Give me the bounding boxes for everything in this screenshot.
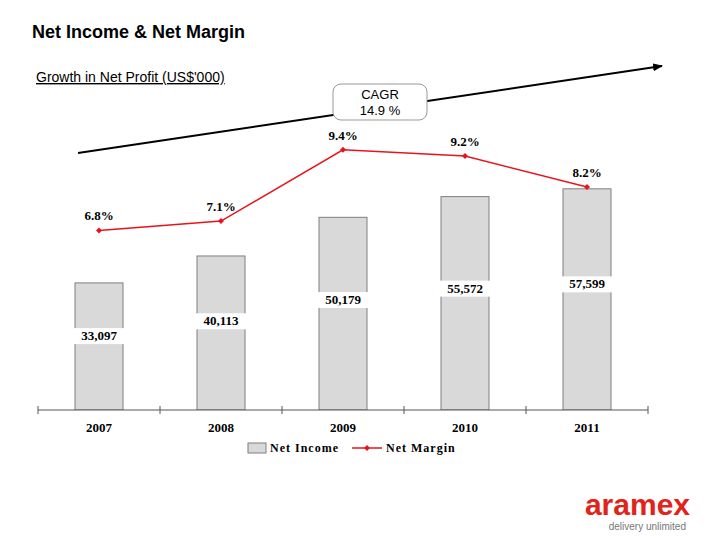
bar-label: 50,179 xyxy=(325,292,361,307)
x-tick-label: 2010 xyxy=(452,420,478,435)
legend-marker xyxy=(364,445,370,451)
bar-label: 40,113 xyxy=(203,313,239,328)
line-label: 9.4% xyxy=(328,128,357,143)
legend-label: Net Income xyxy=(270,441,339,455)
cagr-value: 14.9 % xyxy=(360,103,401,118)
line-label: 8.2% xyxy=(572,165,601,180)
label-bg xyxy=(316,292,370,308)
line-marker xyxy=(340,147,346,153)
line-marker xyxy=(218,218,224,224)
cagr-label: CAGR xyxy=(361,87,399,102)
title: Net Income & Net Margin xyxy=(32,22,245,42)
bar-label: 55,572 xyxy=(447,281,483,296)
subtitle: Growth in Net Profit (US$'000) xyxy=(36,69,225,85)
bar-label: 57,599 xyxy=(569,276,605,291)
label-bg xyxy=(194,313,248,329)
line-marker xyxy=(462,153,468,159)
bar xyxy=(75,283,123,410)
line-marker xyxy=(584,184,590,190)
data-labels: 33,097 40,113 50,179 55,572 57,599 6.8% 7.1% 9.… xyxy=(72,128,614,344)
line xyxy=(99,150,587,231)
bar xyxy=(197,256,245,410)
plot-marks xyxy=(75,147,611,410)
label-bg xyxy=(560,276,614,292)
legend-label: Net Margin xyxy=(386,441,456,455)
bar xyxy=(319,217,367,410)
logo-tagline: delivery unlimited xyxy=(609,521,686,532)
x-tick-label: 2008 xyxy=(208,420,235,435)
cagr-box xyxy=(333,84,427,120)
x-tick-label: 2011 xyxy=(574,420,599,435)
line-marker xyxy=(96,227,102,233)
x-tick-label: 2007 xyxy=(86,420,113,435)
label-bg xyxy=(438,281,492,297)
legend: Net Income Net Margin xyxy=(248,441,456,455)
cagr-arrow xyxy=(78,66,662,153)
label-bg xyxy=(72,328,126,344)
bar xyxy=(441,197,489,410)
bar xyxy=(563,189,611,410)
line-label: 9.2% xyxy=(450,134,479,149)
line-label: 6.8% xyxy=(84,208,113,223)
line-label: 7.1% xyxy=(206,199,235,214)
chart: Net Income & Net Margin Growth in Net Pro… xyxy=(0,0,720,540)
legend-swatch xyxy=(248,443,266,453)
bar-label: 33,097 xyxy=(81,328,117,343)
x-tick-label: 2009 xyxy=(330,420,357,435)
logo: aramex xyxy=(585,488,690,521)
x-axis xyxy=(38,406,648,414)
